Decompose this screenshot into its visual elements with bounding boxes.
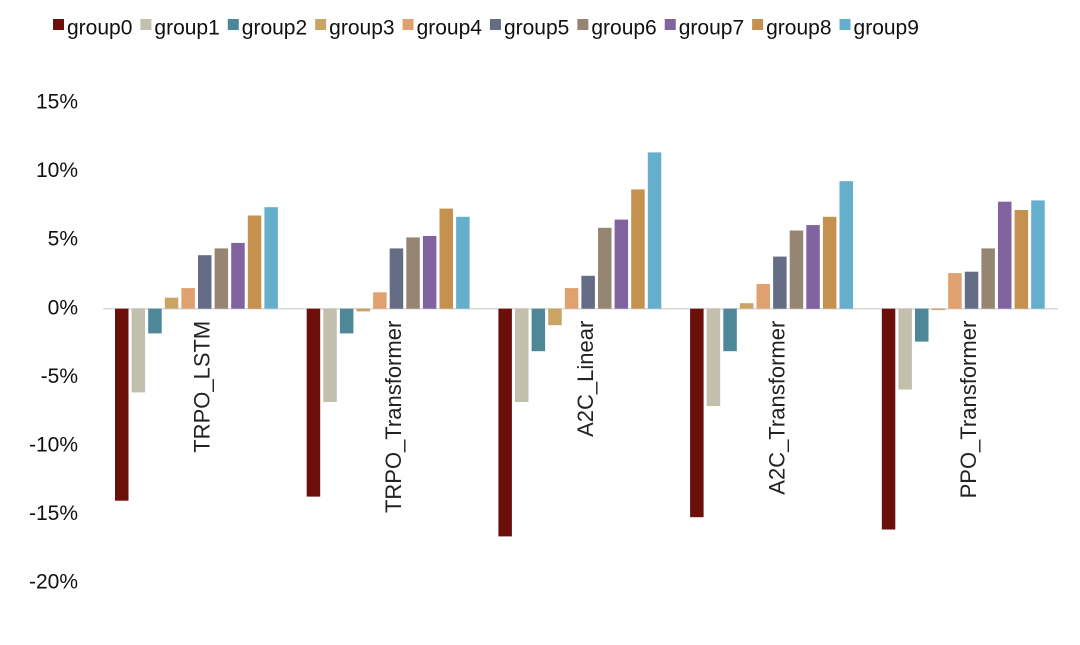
legend-swatch-group3: [315, 19, 327, 30]
y-tick-label: -10%: [29, 433, 78, 456]
legend-label-group3: group3: [329, 17, 394, 40]
bar-group7-TRPO_LSTM: [231, 242, 245, 309]
bar-group4-A2C_Transformer: [756, 284, 770, 309]
bar-group8-A2C_Linear: [631, 189, 645, 309]
legend-swatch-group1: [140, 19, 152, 30]
category-labels: TRPO_LSTM TRPO_Transformer A2C_Linear A2C_T…: [189, 321, 981, 513]
legend-label-group2: group2: [242, 17, 307, 40]
legend-swatch-group8: [752, 19, 764, 30]
bar-group6-TRPO_LSTM: [214, 248, 229, 309]
y-tick-label: 5%: [48, 228, 78, 251]
y-tick-label: -15%: [29, 502, 78, 525]
bar-group9-TRPO_LSTM: [264, 207, 278, 309]
bar-group0-TRPO_Transformer: [306, 308, 321, 497]
bar-group9-A2C_Transformer: [839, 181, 853, 309]
y-tick-label: -20%: [29, 571, 78, 594]
bar-group6-PPO_Transformer: [981, 248, 995, 309]
legend-swatch-group4: [402, 19, 414, 30]
y-axis: 15% 10% 5% 0% -5% -10% -15% -20%: [29, 91, 78, 594]
bar-group8-TRPO_LSTM: [247, 215, 262, 309]
bar-group8-TRPO_Transformer: [439, 208, 453, 309]
bar-group6-TRPO_Transformer: [406, 237, 420, 309]
bar-group1-TRPO_Transformer: [323, 308, 337, 402]
bar-group4-TRPO_LSTM: [181, 288, 195, 309]
bar-group5-TRPO_LSTM: [198, 255, 212, 309]
bar-group3-TRPO_Transformer: [356, 308, 370, 312]
bar-group8-PPO_Transformer: [1014, 210, 1029, 309]
bar-group9-PPO_Transformer: [1031, 200, 1045, 309]
bar-group3-TRPO_LSTM: [164, 297, 179, 309]
bar-group9-A2C_Linear: [647, 152, 662, 309]
legend-label-group1: group1: [154, 17, 219, 40]
legend-label-group9: group9: [854, 17, 919, 40]
legend-swatch-group2: [227, 19, 239, 30]
bar-group8-A2C_Transformer: [822, 216, 837, 309]
bar-group2-TRPO_Transformer: [339, 308, 354, 334]
bar-group4-A2C_Linear: [564, 288, 579, 309]
y-tick-label: 10%: [36, 159, 78, 182]
bar-group6-A2C_Linear: [598, 227, 612, 309]
bar-group2-A2C_Linear: [531, 308, 546, 352]
legend-label-group7: group7: [679, 17, 744, 40]
bar-group5-TRPO_Transformer: [389, 248, 404, 309]
legend-swatch-group7: [664, 19, 676, 30]
legend-label-group8: group8: [766, 17, 831, 40]
bar-group1-PPO_Transformer: [898, 308, 912, 390]
bar-group1-A2C_Transformer: [706, 308, 721, 407]
y-tick-label: -5%: [41, 365, 78, 388]
bar-group3-A2C_Linear: [548, 308, 562, 326]
legend-swatch-group9: [839, 19, 851, 30]
bar-group0-TRPO_LSTM: [115, 308, 129, 501]
legend-swatch-group6: [577, 19, 589, 30]
legend-label-group0: group0: [67, 17, 132, 40]
category-label-PPO_Transformer: PPO_Transformer: [956, 321, 981, 499]
bar-group6-A2C_Transformer: [789, 230, 804, 309]
bar-group0-PPO_Transformer: [881, 308, 896, 530]
legend-label-group6: group6: [591, 17, 656, 40]
bar-group3-A2C_Transformer: [739, 303, 754, 309]
category-label-A2C_Transformer: A2C_Transformer: [765, 321, 790, 495]
bar-group5-A2C_Linear: [581, 275, 595, 309]
bar-group4-PPO_Transformer: [948, 273, 962, 309]
bar-group3-PPO_Transformer: [931, 308, 946, 311]
bar-group5-A2C_Transformer: [773, 256, 787, 309]
y-tick-label: 0%: [48, 296, 78, 319]
category-label-TRPO_Transformer: TRPO_Transformer: [381, 321, 406, 513]
category-label-TRPO_LSTM: TRPO_LSTM: [189, 321, 214, 453]
bar-group9-TRPO_Transformer: [456, 216, 470, 309]
bar-group7-A2C_Linear: [614, 219, 629, 309]
bar-group0-A2C_Transformer: [690, 308, 704, 518]
legend-swatch-group0: [53, 19, 64, 30]
bars: [115, 152, 1045, 537]
bar-group7-TRPO_Transformer: [422, 236, 437, 309]
bar-group7-PPO_Transformer: [998, 201, 1012, 309]
category-label-A2C_Linear: A2C_Linear: [573, 321, 598, 437]
bar-group0-A2C_Linear: [498, 308, 512, 537]
bar-group2-A2C_Transformer: [723, 308, 737, 352]
bar-group1-A2C_Linear: [515, 308, 529, 402]
bar-group2-TRPO_LSTM: [148, 308, 162, 334]
bar-group5-PPO_Transformer: [964, 271, 979, 309]
bar-group1-TRPO_LSTM: [131, 308, 146, 393]
bar-group2-PPO_Transformer: [915, 308, 929, 342]
legend-swatch-group5: [489, 19, 501, 30]
bar-group4-TRPO_Transformer: [373, 292, 387, 309]
legend: group0 group1 group2 group3 group4 group5 grou…: [53, 17, 919, 40]
legend-label-group5: group5: [504, 17, 569, 40]
y-tick-label: 15%: [36, 91, 78, 114]
legend-label-group4: group4: [417, 17, 483, 40]
bar-group7-A2C_Transformer: [806, 225, 820, 309]
